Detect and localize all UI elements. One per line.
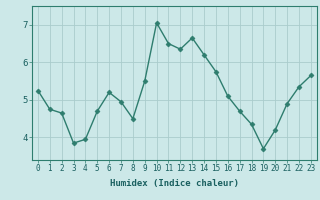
X-axis label: Humidex (Indice chaleur): Humidex (Indice chaleur) (110, 179, 239, 188)
